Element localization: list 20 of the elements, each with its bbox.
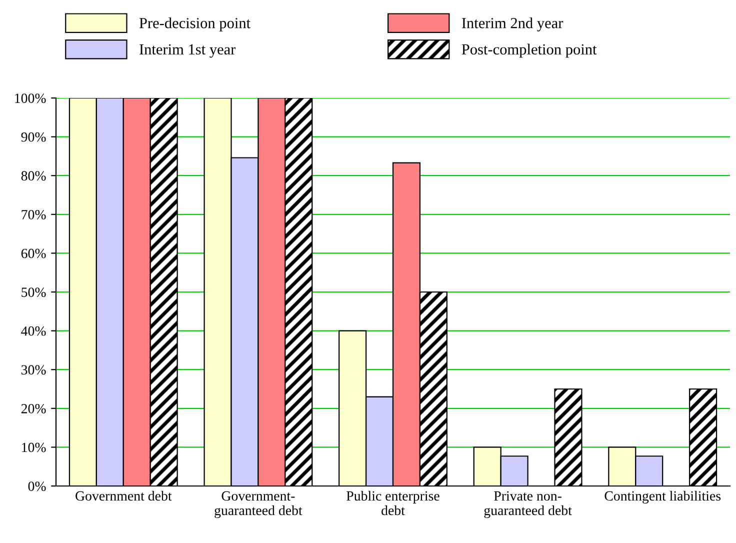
legend-label: Pre-decision point [139,18,250,32]
y-tick-label: 30% [21,365,46,375]
y-tick-label: 40% [21,326,46,336]
x-tick-label: Government- guaranteed debt [214,491,302,518]
y-tick-label: 50% [22,288,46,297]
y-tick-label: 70% [22,210,46,220]
y-tick-label: 20% [21,404,46,414]
x-tick-label: Public enterprise debt [346,490,440,516]
legend-label: Interim 2nd year [462,18,564,32]
y-tick-label: 90% [21,132,46,142]
x-tick-label: Government debt [76,490,172,501]
y-tick-label: 60% [21,248,46,258]
x-tick-label: Contingent liabilities [604,490,721,504]
x-tick-label: Private non- guaranteed debt [484,491,572,518]
y-tick-label: 100% [15,94,46,103]
y-tick-label: 10% [22,442,46,452]
y-tick-label: 80% [21,171,46,181]
legend-label: Interim 1st year [140,44,236,58]
y-tick-label: 0% [28,482,46,491]
legend-label: Post-completion point [462,44,597,58]
